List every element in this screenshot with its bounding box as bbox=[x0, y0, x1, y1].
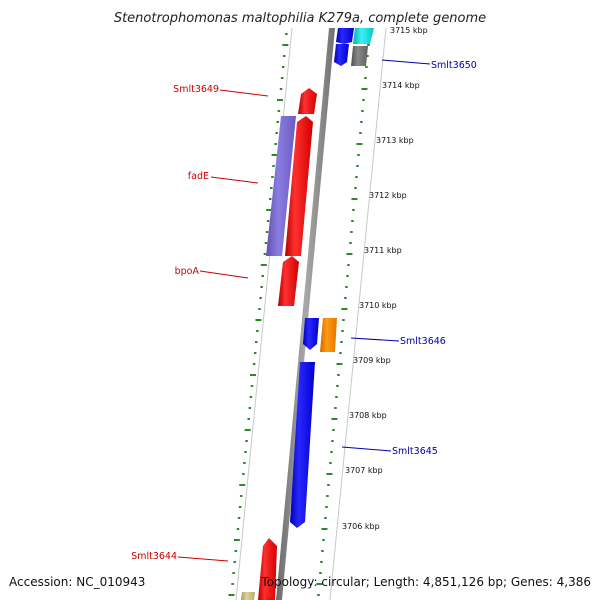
leader-line-smlt3650 bbox=[381, 59, 431, 65]
leader-line-fade bbox=[210, 176, 259, 184]
scale-label: 3712 kbp bbox=[369, 191, 407, 200]
gene-arrow-smlt3645 bbox=[290, 362, 315, 528]
tick-track-left bbox=[228, 33, 289, 596]
tick-track-right bbox=[316, 33, 373, 596]
scale-label: 3710 kbp bbox=[359, 301, 397, 310]
scale-label: 3707 kbp bbox=[345, 466, 383, 475]
feature-bar-cyan-top bbox=[353, 28, 374, 44]
scale-label: 3709 kbp bbox=[353, 356, 391, 365]
scale-label: 3713 kbp bbox=[376, 136, 414, 145]
gene-arrow-smlt3646 bbox=[303, 318, 319, 350]
scale-label: 3714 kbp bbox=[382, 81, 420, 90]
accession-text: Accession: NC_010943 bbox=[9, 575, 145, 589]
gene-label-smlt3644[interactable]: Smlt3644 bbox=[131, 551, 177, 562]
leader-line-bpoa bbox=[199, 270, 249, 279]
gene-label-smlt3645[interactable]: Smlt3645 bbox=[392, 446, 438, 457]
genome-summary-text: Topology: circular; Length: 4,851,126 bp… bbox=[260, 575, 591, 589]
gene-label-smlt3650[interactable]: Smlt3650 bbox=[431, 60, 477, 71]
gene-arrow-smlt3644 bbox=[258, 538, 277, 600]
scale-label: 3711 kbp bbox=[364, 246, 402, 255]
scale-label: 3715 kbp bbox=[390, 26, 428, 35]
gene-arrow-top-blue bbox=[336, 28, 354, 44]
gene-arrow-smlt3650 bbox=[334, 44, 349, 66]
genome-backbone bbox=[276, 28, 335, 600]
feature-bar-orange bbox=[320, 318, 337, 352]
feature-bar-purple bbox=[266, 116, 296, 256]
gene-arrow-red-bottom bbox=[260, 594, 272, 600]
feature-bar-gray bbox=[351, 46, 368, 66]
gene-arrow-fade bbox=[285, 116, 313, 256]
gene-label-smlt3646[interactable]: Smlt3646 bbox=[400, 336, 446, 347]
scale-label: 3706 kbp bbox=[342, 522, 380, 531]
leader-line-smlt3645 bbox=[341, 446, 392, 452]
band-outline-right bbox=[329, 27, 387, 600]
gene-label-fade[interactable]: fadE bbox=[188, 171, 209, 182]
leader-line-smlt3646 bbox=[350, 337, 400, 342]
feature-bar-khaki bbox=[241, 592, 255, 600]
leader-line-smlt3649 bbox=[219, 89, 269, 97]
scale-labels: 3715 kbp 3714 kbp 3713 kbp 3712 kbp 3711… bbox=[342, 26, 428, 531]
scale-label: 3708 kbp bbox=[349, 411, 387, 420]
gene-arrow-bpoa bbox=[278, 256, 299, 306]
map-title: Stenotrophomonas maltophilia K279a, comp… bbox=[114, 11, 486, 26]
band-outline-left bbox=[235, 27, 293, 600]
gene-label-smlt3649[interactable]: Smlt3649 bbox=[173, 84, 219, 95]
leader-line-smlt3644 bbox=[177, 556, 229, 562]
gene-arrow-smlt3649 bbox=[298, 88, 317, 114]
gene-label-bpoa[interactable]: bpoA bbox=[175, 266, 200, 277]
